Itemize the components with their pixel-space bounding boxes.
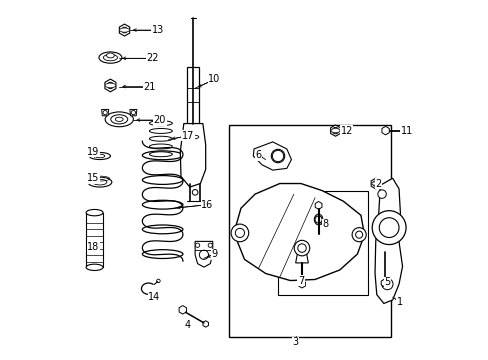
Text: 15: 15 [87,173,100,183]
Ellipse shape [88,177,112,187]
Ellipse shape [330,129,339,133]
Circle shape [208,243,212,247]
Text: 17: 17 [182,131,194,141]
Ellipse shape [371,182,379,185]
Text: 3: 3 [292,337,298,347]
Text: 14: 14 [148,292,161,302]
Circle shape [314,216,322,223]
Circle shape [381,278,392,290]
Polygon shape [105,79,116,92]
Circle shape [235,228,244,238]
Polygon shape [119,24,129,36]
Bar [278,190,367,294]
Ellipse shape [405,127,409,134]
Text: 16: 16 [201,200,213,210]
Polygon shape [330,125,340,136]
Polygon shape [381,126,388,135]
Ellipse shape [95,154,104,158]
Polygon shape [298,280,305,288]
Text: 13: 13 [152,25,164,35]
Text: 11: 11 [400,126,412,136]
Ellipse shape [115,117,123,121]
Circle shape [103,111,107,115]
Text: 12: 12 [340,126,352,136]
Ellipse shape [99,52,122,63]
Text: 22: 22 [146,53,159,63]
Circle shape [294,240,309,256]
Polygon shape [233,184,364,280]
Circle shape [379,218,398,238]
Bar [86,213,103,267]
Circle shape [332,127,338,134]
Text: 19: 19 [87,147,100,157]
Ellipse shape [111,115,127,124]
Circle shape [195,243,199,247]
Circle shape [355,231,362,238]
Circle shape [156,294,160,298]
Circle shape [351,228,366,242]
Text: 20: 20 [153,115,165,125]
Ellipse shape [93,179,107,185]
Bar [228,125,390,337]
Circle shape [199,250,208,259]
Polygon shape [179,306,186,314]
Polygon shape [195,242,212,267]
Ellipse shape [271,149,284,163]
Ellipse shape [89,153,110,159]
Ellipse shape [86,264,103,270]
Text: 6: 6 [255,150,261,160]
Circle shape [377,190,386,198]
Text: 7: 7 [297,275,304,285]
Circle shape [122,27,127,33]
Polygon shape [102,109,108,116]
Text: 21: 21 [143,81,155,91]
Circle shape [156,279,160,283]
Circle shape [231,224,248,242]
Text: 8: 8 [322,219,328,229]
Ellipse shape [103,54,117,61]
Ellipse shape [105,112,133,127]
Polygon shape [295,249,308,263]
Ellipse shape [105,83,116,88]
Polygon shape [370,178,380,189]
Ellipse shape [86,210,103,216]
Text: 2: 2 [375,179,381,189]
Text: 10: 10 [208,75,220,85]
Circle shape [131,111,135,115]
Text: 5: 5 [384,277,390,287]
Polygon shape [374,178,402,303]
Circle shape [371,211,405,244]
Ellipse shape [120,28,129,32]
Ellipse shape [106,53,114,58]
Text: 4: 4 [184,320,191,330]
Circle shape [372,181,378,186]
Polygon shape [130,109,137,116]
Polygon shape [253,142,291,170]
Text: 9: 9 [211,249,217,259]
Polygon shape [180,123,205,187]
Circle shape [107,82,113,89]
Polygon shape [315,202,321,209]
Text: 1: 1 [396,297,402,307]
Polygon shape [187,67,199,123]
Circle shape [272,150,283,162]
Circle shape [192,189,198,195]
Polygon shape [381,279,387,287]
Circle shape [297,244,305,252]
Ellipse shape [314,214,322,225]
Text: 18: 18 [87,242,100,252]
Polygon shape [203,321,208,327]
